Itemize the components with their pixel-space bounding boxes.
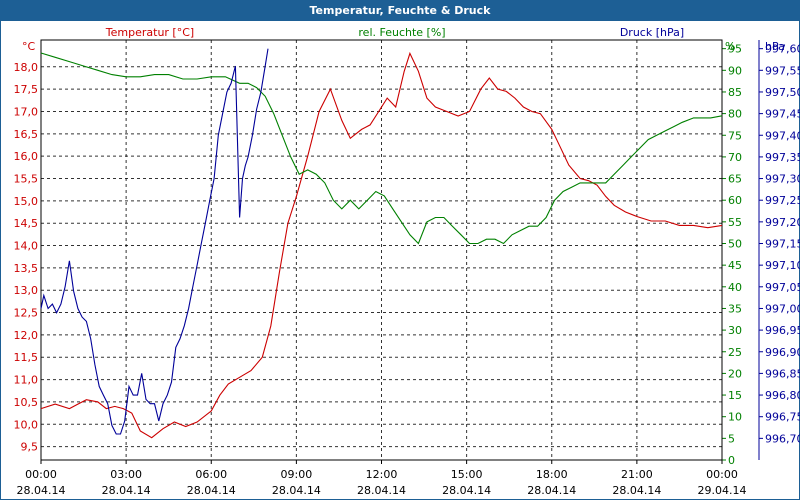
x-tick-time: 06:00 [195, 468, 227, 481]
plot-border [40, 39, 723, 461]
pressure-tick-label: 996,90 [765, 346, 800, 359]
humidity-tick-label: 55 [728, 216, 742, 229]
x-tick-date: 28.04.14 [527, 484, 576, 497]
humidity-tick-label: 0 [728, 454, 735, 467]
humidity-unit: % [725, 40, 735, 53]
axes [40, 39, 763, 464]
humidity-axis-label: rel. Feuchte [%] [358, 26, 445, 39]
x-tick-time: 21:00 [621, 468, 653, 481]
x-tick-time: 15:00 [451, 468, 483, 481]
x-tick-time: 09:00 [281, 468, 313, 481]
temperature-unit: °C [22, 40, 36, 53]
temperature-tick-label: 9,5 [21, 441, 39, 454]
temperature-tick-label: 12,5 [14, 307, 39, 320]
temperature-tick-label: 10,0 [14, 418, 39, 431]
pressure-unit: hPa [765, 40, 785, 53]
pressure-tick-label: 997,50 [765, 86, 800, 99]
x-tick-date: 28.04.14 [187, 484, 236, 497]
temperature-series-line [40, 51, 723, 439]
humidity-tick-label: 90 [728, 64, 742, 77]
humidity-tick-label: 60 [728, 194, 742, 207]
humidity-tick-label: 15 [728, 389, 742, 402]
temperature-tick-label: 10,5 [14, 396, 39, 409]
temperature-tick-label: 16,5 [14, 128, 39, 141]
x-tick-time: 03:00 [110, 468, 142, 481]
humidity-series-line [40, 52, 723, 245]
humidity-tick-label: 30 [728, 324, 742, 337]
pressure-tick-label: 997,45 [765, 108, 800, 121]
temperature-tick-label: 15,0 [14, 195, 39, 208]
humidity-tick-label: 20 [728, 367, 742, 380]
temperature-tick-label: 16,0 [14, 150, 39, 163]
pressure-tick-label: 996,95 [765, 324, 800, 337]
grid-lines [41, 40, 722, 460]
x-tick-time: 00:00 [25, 468, 57, 481]
pressure-tick-label: 997,15 [765, 238, 800, 251]
x-tick-date: 28.04.14 [272, 484, 321, 497]
humidity-tick-label: 75 [728, 129, 742, 142]
humidity-tick-label: 70 [728, 151, 742, 164]
humidity-tick-label: 5 [728, 432, 735, 445]
humidity-tick-label: 25 [728, 346, 742, 359]
temperature-tick-label: 17,5 [14, 83, 39, 96]
x-tick-date: 28.04.14 [612, 484, 661, 497]
pressure-tick-label: 997,05 [765, 281, 800, 294]
humidity-tick-label: 95 [728, 43, 742, 56]
x-tick-date: 28.04.14 [442, 484, 491, 497]
temperature-tick-label: 13,5 [14, 262, 39, 275]
humidity-tick-label: 65 [728, 173, 742, 186]
temperature-tick-label: 13,0 [14, 284, 39, 297]
humidity-tick-label: 40 [728, 281, 742, 294]
temperature-tick-label: 14,0 [14, 240, 39, 253]
pressure-tick-label: 997,00 [765, 302, 800, 315]
x-tick-time: 12:00 [366, 468, 398, 481]
temperature-tick-label: 11,5 [14, 351, 39, 364]
temperature-tick-label: 15,5 [14, 173, 39, 186]
x-tick-date: 28.04.14 [17, 484, 66, 497]
pressure-tick-label: 997,30 [765, 173, 800, 186]
temperature-tick-label: 11,0 [14, 374, 39, 387]
temperature-axis-label: Temperatur [°C] [105, 26, 194, 39]
x-tick-time: 00:00 [706, 468, 738, 481]
chart-title: Temperatur, Feuchte & Druck [0, 0, 800, 21]
pressure-tick-label: 997,10 [765, 259, 800, 272]
pressure-tick-label: 997,55 [765, 64, 800, 77]
humidity-tick-label: 85 [728, 86, 742, 99]
pressure-tick-label: 997,25 [765, 194, 800, 207]
temperature-tick-label: 17,0 [14, 105, 39, 118]
pressure-axis-label: Druck [hPa] [620, 26, 684, 39]
humidity-tick-label: 35 [728, 302, 742, 315]
pressure-tick-label: 996,85 [765, 367, 800, 380]
pressure-tick-label: 996,80 [765, 389, 800, 402]
x-tick-time: 18:00 [536, 468, 568, 481]
x-tick-date: 29.04.14 [698, 484, 747, 497]
pressure-tick-label: 996,75 [765, 411, 800, 424]
series-lines [40, 48, 723, 439]
x-tick-date: 28.04.14 [102, 484, 151, 497]
humidity-tick-label: 80 [728, 108, 742, 121]
pressure-tick-label: 997,20 [765, 216, 800, 229]
pressure-series-line [40, 48, 269, 435]
humidity-tick-label: 10 [728, 411, 742, 424]
humidity-tick-label: 50 [728, 238, 742, 251]
temperature-tick-label: 18,0 [14, 61, 39, 74]
pressure-tick-label: 997,60 [765, 43, 800, 56]
x-tick-date: 28.04.14 [357, 484, 406, 497]
humidity-tick-label: 45 [728, 259, 742, 272]
pressure-tick-label: 996,70 [765, 432, 800, 445]
pressure-tick-label: 997,40 [765, 129, 800, 142]
tick-labels: 9,5 10,0 10,5 11,0 11,5 12,0 12,5 13,0 13,5 14,0 1… [14, 43, 800, 497]
temperature-tick-label: 12,0 [14, 329, 39, 342]
temperature-tick-label: 14,5 [14, 217, 39, 230]
pressure-tick-label: 997,35 [765, 151, 800, 164]
